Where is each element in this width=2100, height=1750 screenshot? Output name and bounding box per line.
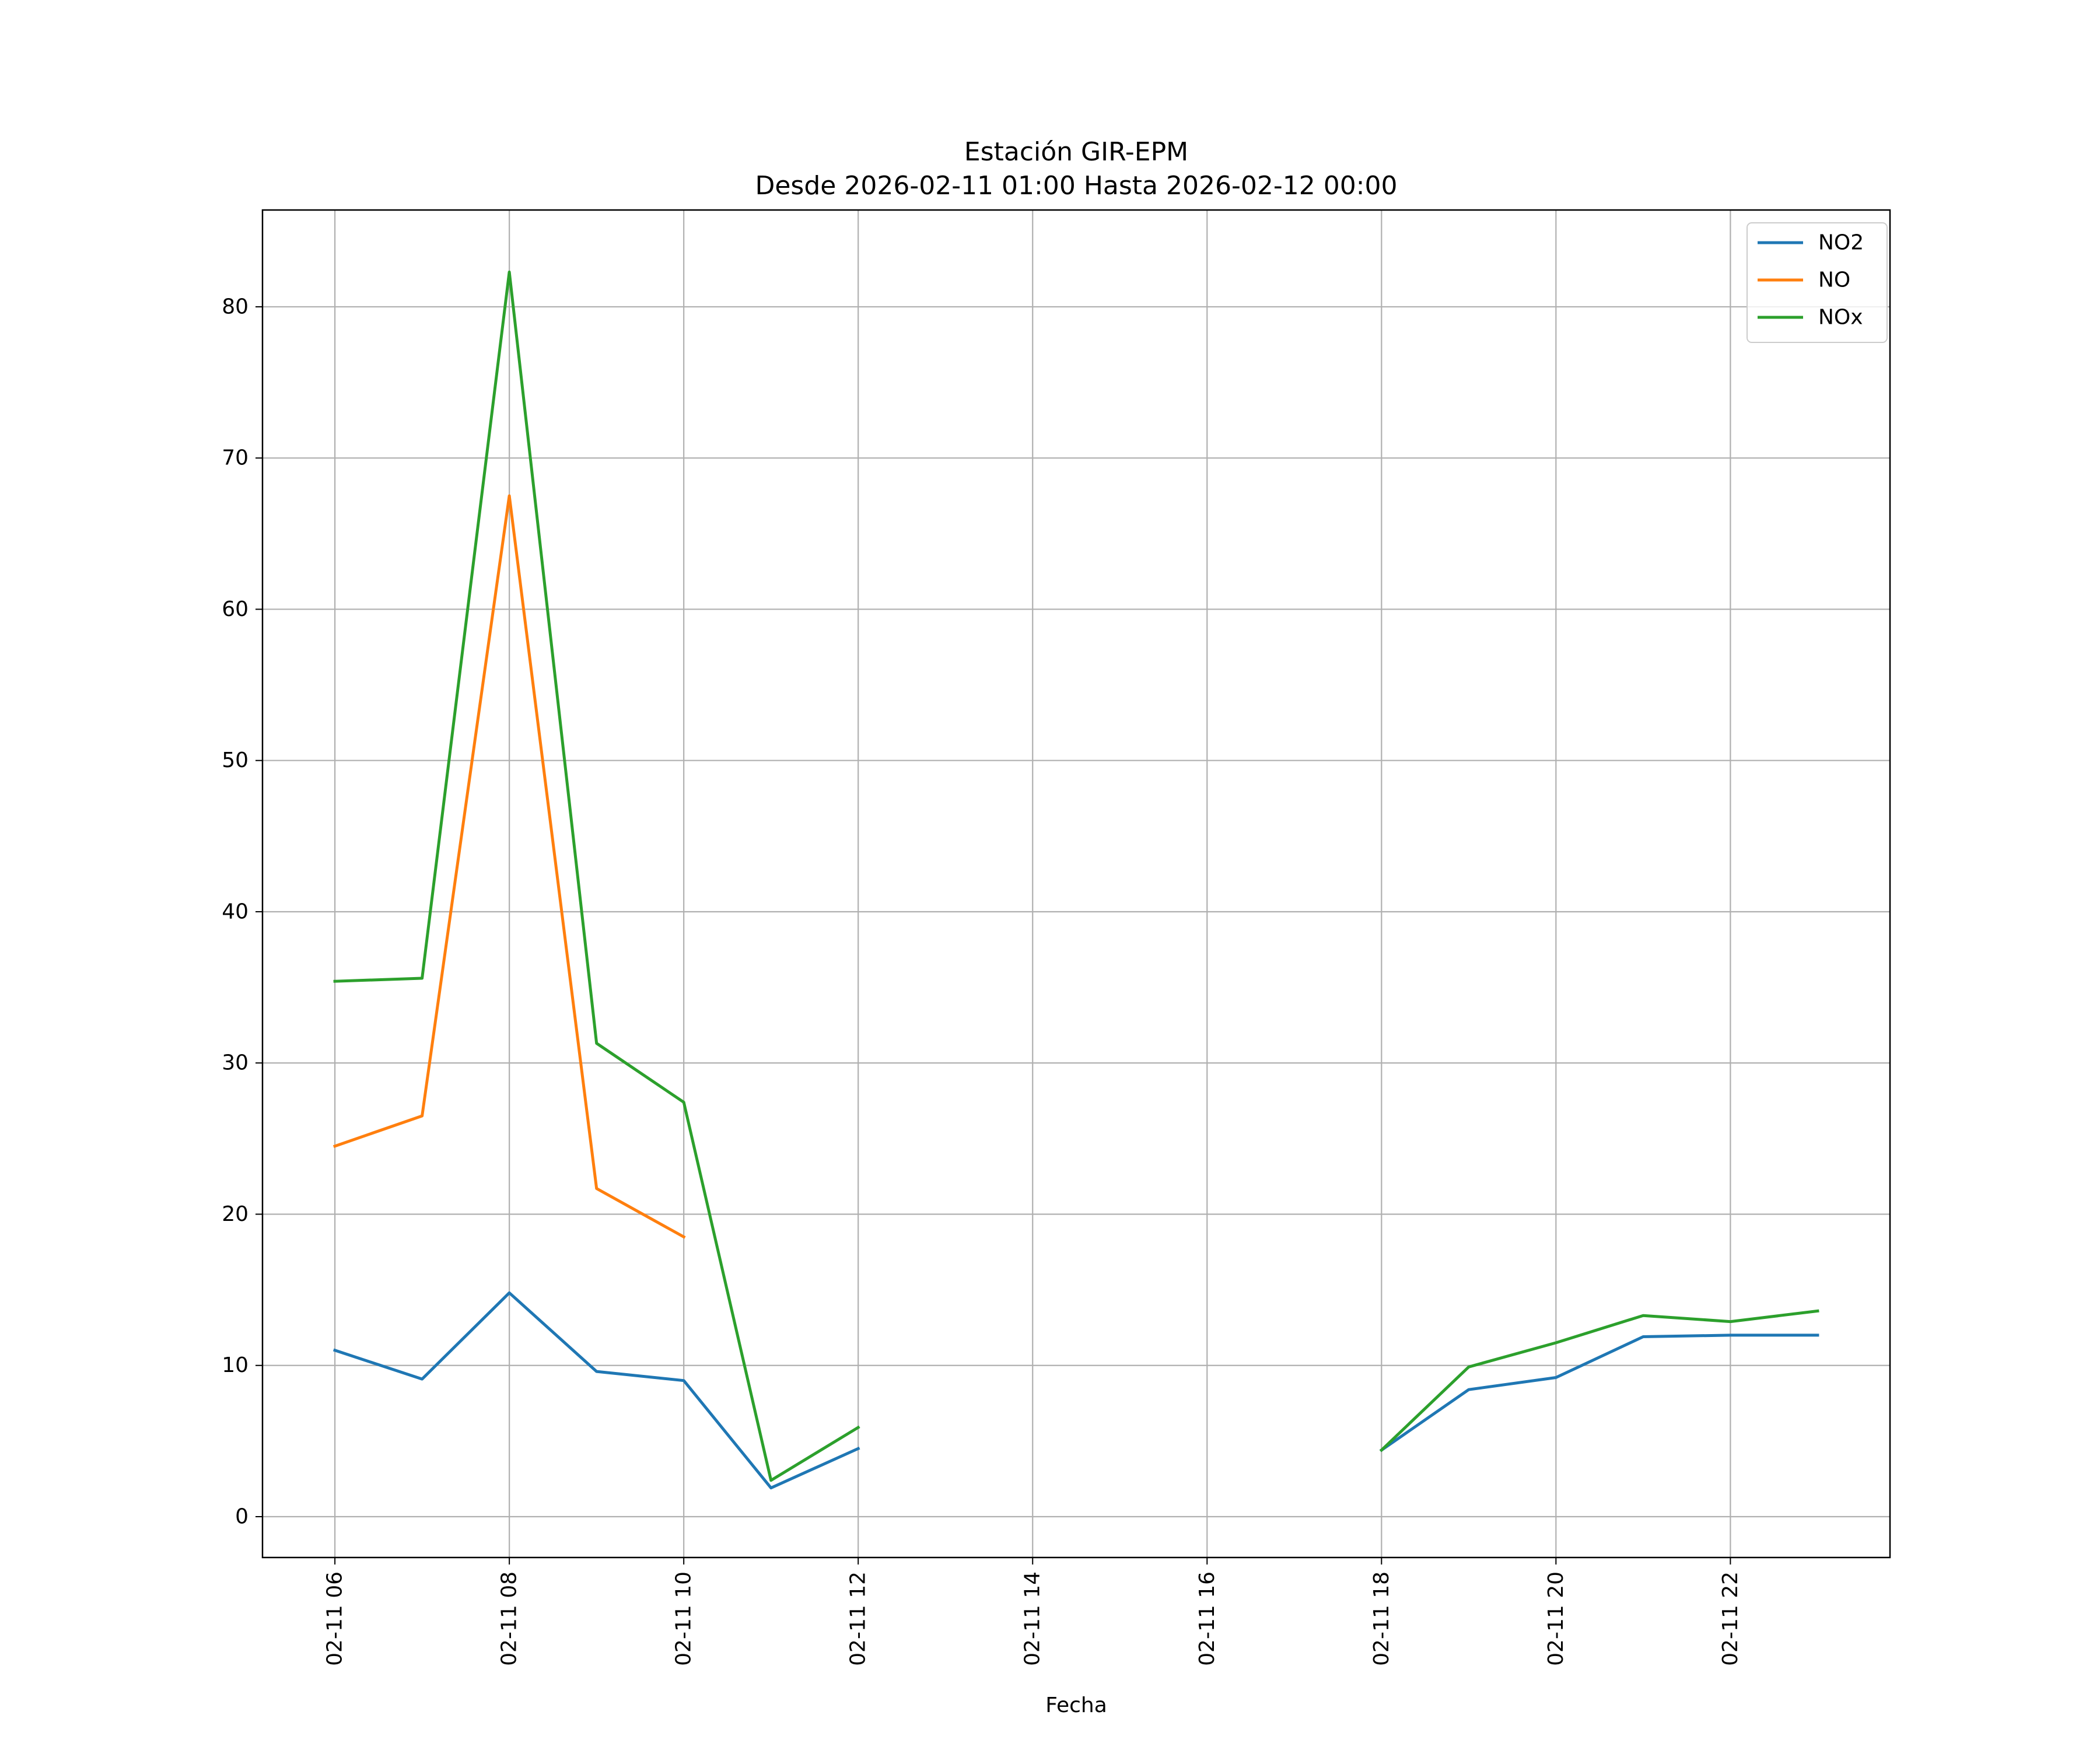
legend-label-no2: NO2 [1818,231,1864,255]
x-axis-label: Fecha [1045,1693,1107,1717]
y-tick-label: 60 [222,597,249,621]
legend: NO2 NO NOx [1746,222,1888,343]
y-tick-label: 10 [222,1353,249,1377]
y-tick-label: 40 [222,900,249,923]
x-tick-label: 02-11 16 [1195,1572,1219,1666]
x-tick-label: 02-11 20 [1544,1572,1568,1666]
y-axis: 0 10 20 30 40 50 60 70 80 [222,295,262,1529]
y-tick-label: 70 [222,446,249,470]
y-tick-label: 30 [222,1051,249,1075]
series-line-no [332,494,686,1239]
legend-label-nox: NOx [1818,306,1863,330]
x-tick-label: 02-11 12 [846,1572,870,1666]
x-tick-label: 02-11 18 [1370,1572,1394,1666]
x-tick-label: 02-11 06 [323,1572,347,1666]
series-line-nox [333,270,860,1482]
x-tick-label: 02-11 14 [1021,1572,1045,1666]
x-axis: 02-11 06 02-11 08 02-11 10 02-11 12 02-11 14… [323,1558,1742,1666]
chart-subtitle: Desde 2026-02-11 01:00 Hasta 2026-02-12 … [755,171,1397,201]
series-line-no2 [1379,1334,1819,1452]
y-tick-label: 50 [222,748,249,772]
x-tick-label: 02-11 08 [498,1572,522,1666]
x-tick-label: 02-11 10 [672,1572,696,1666]
series-line-nox [1379,1309,1819,1452]
legend-frame [1746,222,1888,343]
plot-area-background [262,210,1890,1558]
x-tick-label: 02-11 22 [1718,1572,1742,1666]
series-line-no2 [332,1291,860,1490]
plot-area-frame [261,209,1891,1559]
y-tick-label: 20 [222,1202,249,1226]
chart-title: Estación GIR-EPM [964,137,1188,167]
y-tick-label: 0 [235,1505,249,1529]
legend-label-no: NO [1818,268,1850,292]
series-lines [332,270,1819,1490]
y-tick-label: 80 [222,295,249,318]
grid [262,210,1890,1558]
